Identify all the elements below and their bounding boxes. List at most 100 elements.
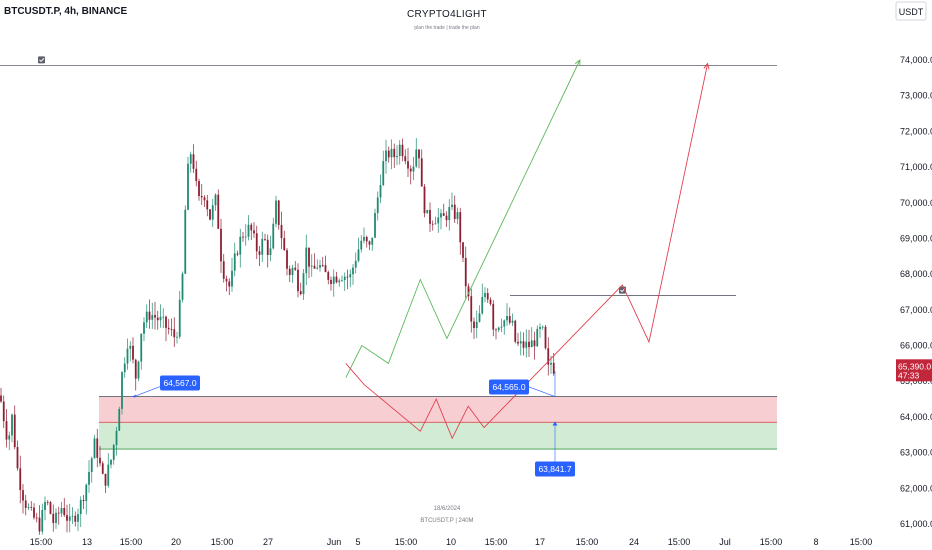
candle (539, 323, 541, 338)
candle-body (550, 362, 552, 365)
candle-body (187, 163, 189, 210)
candle (258, 246, 261, 267)
candle (203, 195, 206, 207)
candle-body (145, 311, 148, 323)
candle (429, 202, 431, 233)
candle (38, 505, 41, 535)
candle (167, 319, 170, 335)
candle-body (324, 265, 327, 273)
candle-body (330, 279, 332, 284)
candle (184, 205, 187, 275)
y-tick-label: 70,000.0 (900, 198, 932, 208)
candle (385, 139, 387, 174)
candle (121, 371, 123, 415)
candle (409, 165, 412, 185)
x-tick-label: 15:00 (30, 537, 53, 547)
candle (503, 319, 506, 335)
candle (492, 300, 495, 337)
candle (475, 310, 478, 339)
candle (442, 203, 445, 216)
candle-body (206, 200, 209, 210)
candle (528, 329, 530, 357)
candle-body (266, 239, 269, 255)
candle (41, 503, 44, 535)
x-tick-label: 15:00 (760, 537, 783, 547)
candle-body (57, 512, 60, 514)
candle-body (522, 341, 525, 348)
candle (44, 496, 46, 521)
candle-body (280, 224, 283, 239)
candle (250, 222, 253, 240)
x-tick-label: Jun (327, 537, 342, 547)
candle (99, 446, 101, 467)
brand-tagline: plan the trade | trade the plan (414, 25, 479, 31)
candle (412, 156, 415, 181)
candle-body (467, 286, 470, 297)
candle-body (434, 223, 437, 225)
candle-body (112, 444, 115, 460)
candle-body (74, 515, 77, 522)
candle (396, 145, 398, 165)
candle-body (258, 251, 261, 255)
candle-body (264, 238, 266, 240)
candle (85, 483, 88, 515)
candle (228, 278, 231, 296)
candle (459, 207, 462, 255)
candle (286, 248, 288, 276)
candle (134, 358, 137, 391)
candle-body (85, 484, 88, 502)
candle (181, 271, 184, 303)
candle-body (398, 144, 401, 156)
candle-body (539, 326, 541, 329)
candle (360, 235, 363, 253)
x-tick-label: 15:00 (120, 537, 143, 547)
candle (46, 500, 49, 506)
candle-body (286, 250, 288, 269)
currency-button[interactable] (895, 1, 927, 21)
check-mark-icon (39, 58, 45, 63)
x-tick-label: 15:00 (395, 537, 418, 547)
candle (162, 308, 165, 329)
candle (478, 305, 481, 323)
candle-body (547, 348, 550, 365)
candle-body (192, 154, 195, 169)
candle-body (412, 166, 415, 172)
candle-body (338, 280, 341, 283)
candle-body (418, 149, 420, 159)
candle (319, 260, 321, 272)
candle-body (231, 270, 233, 287)
candle-body (484, 293, 486, 298)
candle (19, 455, 22, 504)
candle (272, 217, 275, 250)
candle-body (148, 311, 151, 320)
symbol-title[interactable]: BTCUSDT.P, 4h, BINANCE (4, 6, 127, 17)
candle-body (475, 321, 478, 328)
candle-body (508, 316, 511, 323)
candle (404, 149, 407, 165)
candle (137, 360, 140, 382)
candle (200, 183, 203, 206)
candle-body (24, 500, 27, 508)
candle-body (445, 215, 448, 221)
candle-body (269, 248, 272, 255)
candle-body (123, 363, 126, 373)
candle-body (514, 320, 517, 342)
x-tick-label: 15:00 (576, 537, 599, 547)
candle (222, 254, 225, 283)
candle (8, 431, 11, 451)
candle (176, 331, 178, 344)
candle-body (462, 242, 464, 258)
candle-body (44, 501, 46, 510)
candle (159, 304, 162, 328)
candle (2, 395, 5, 428)
candle (448, 199, 451, 231)
candle (398, 140, 401, 165)
candle (506, 303, 508, 326)
candle-body (275, 200, 277, 224)
candle-body (552, 362, 555, 374)
candle (88, 460, 90, 493)
candle (79, 496, 82, 527)
candle-body (118, 408, 121, 431)
